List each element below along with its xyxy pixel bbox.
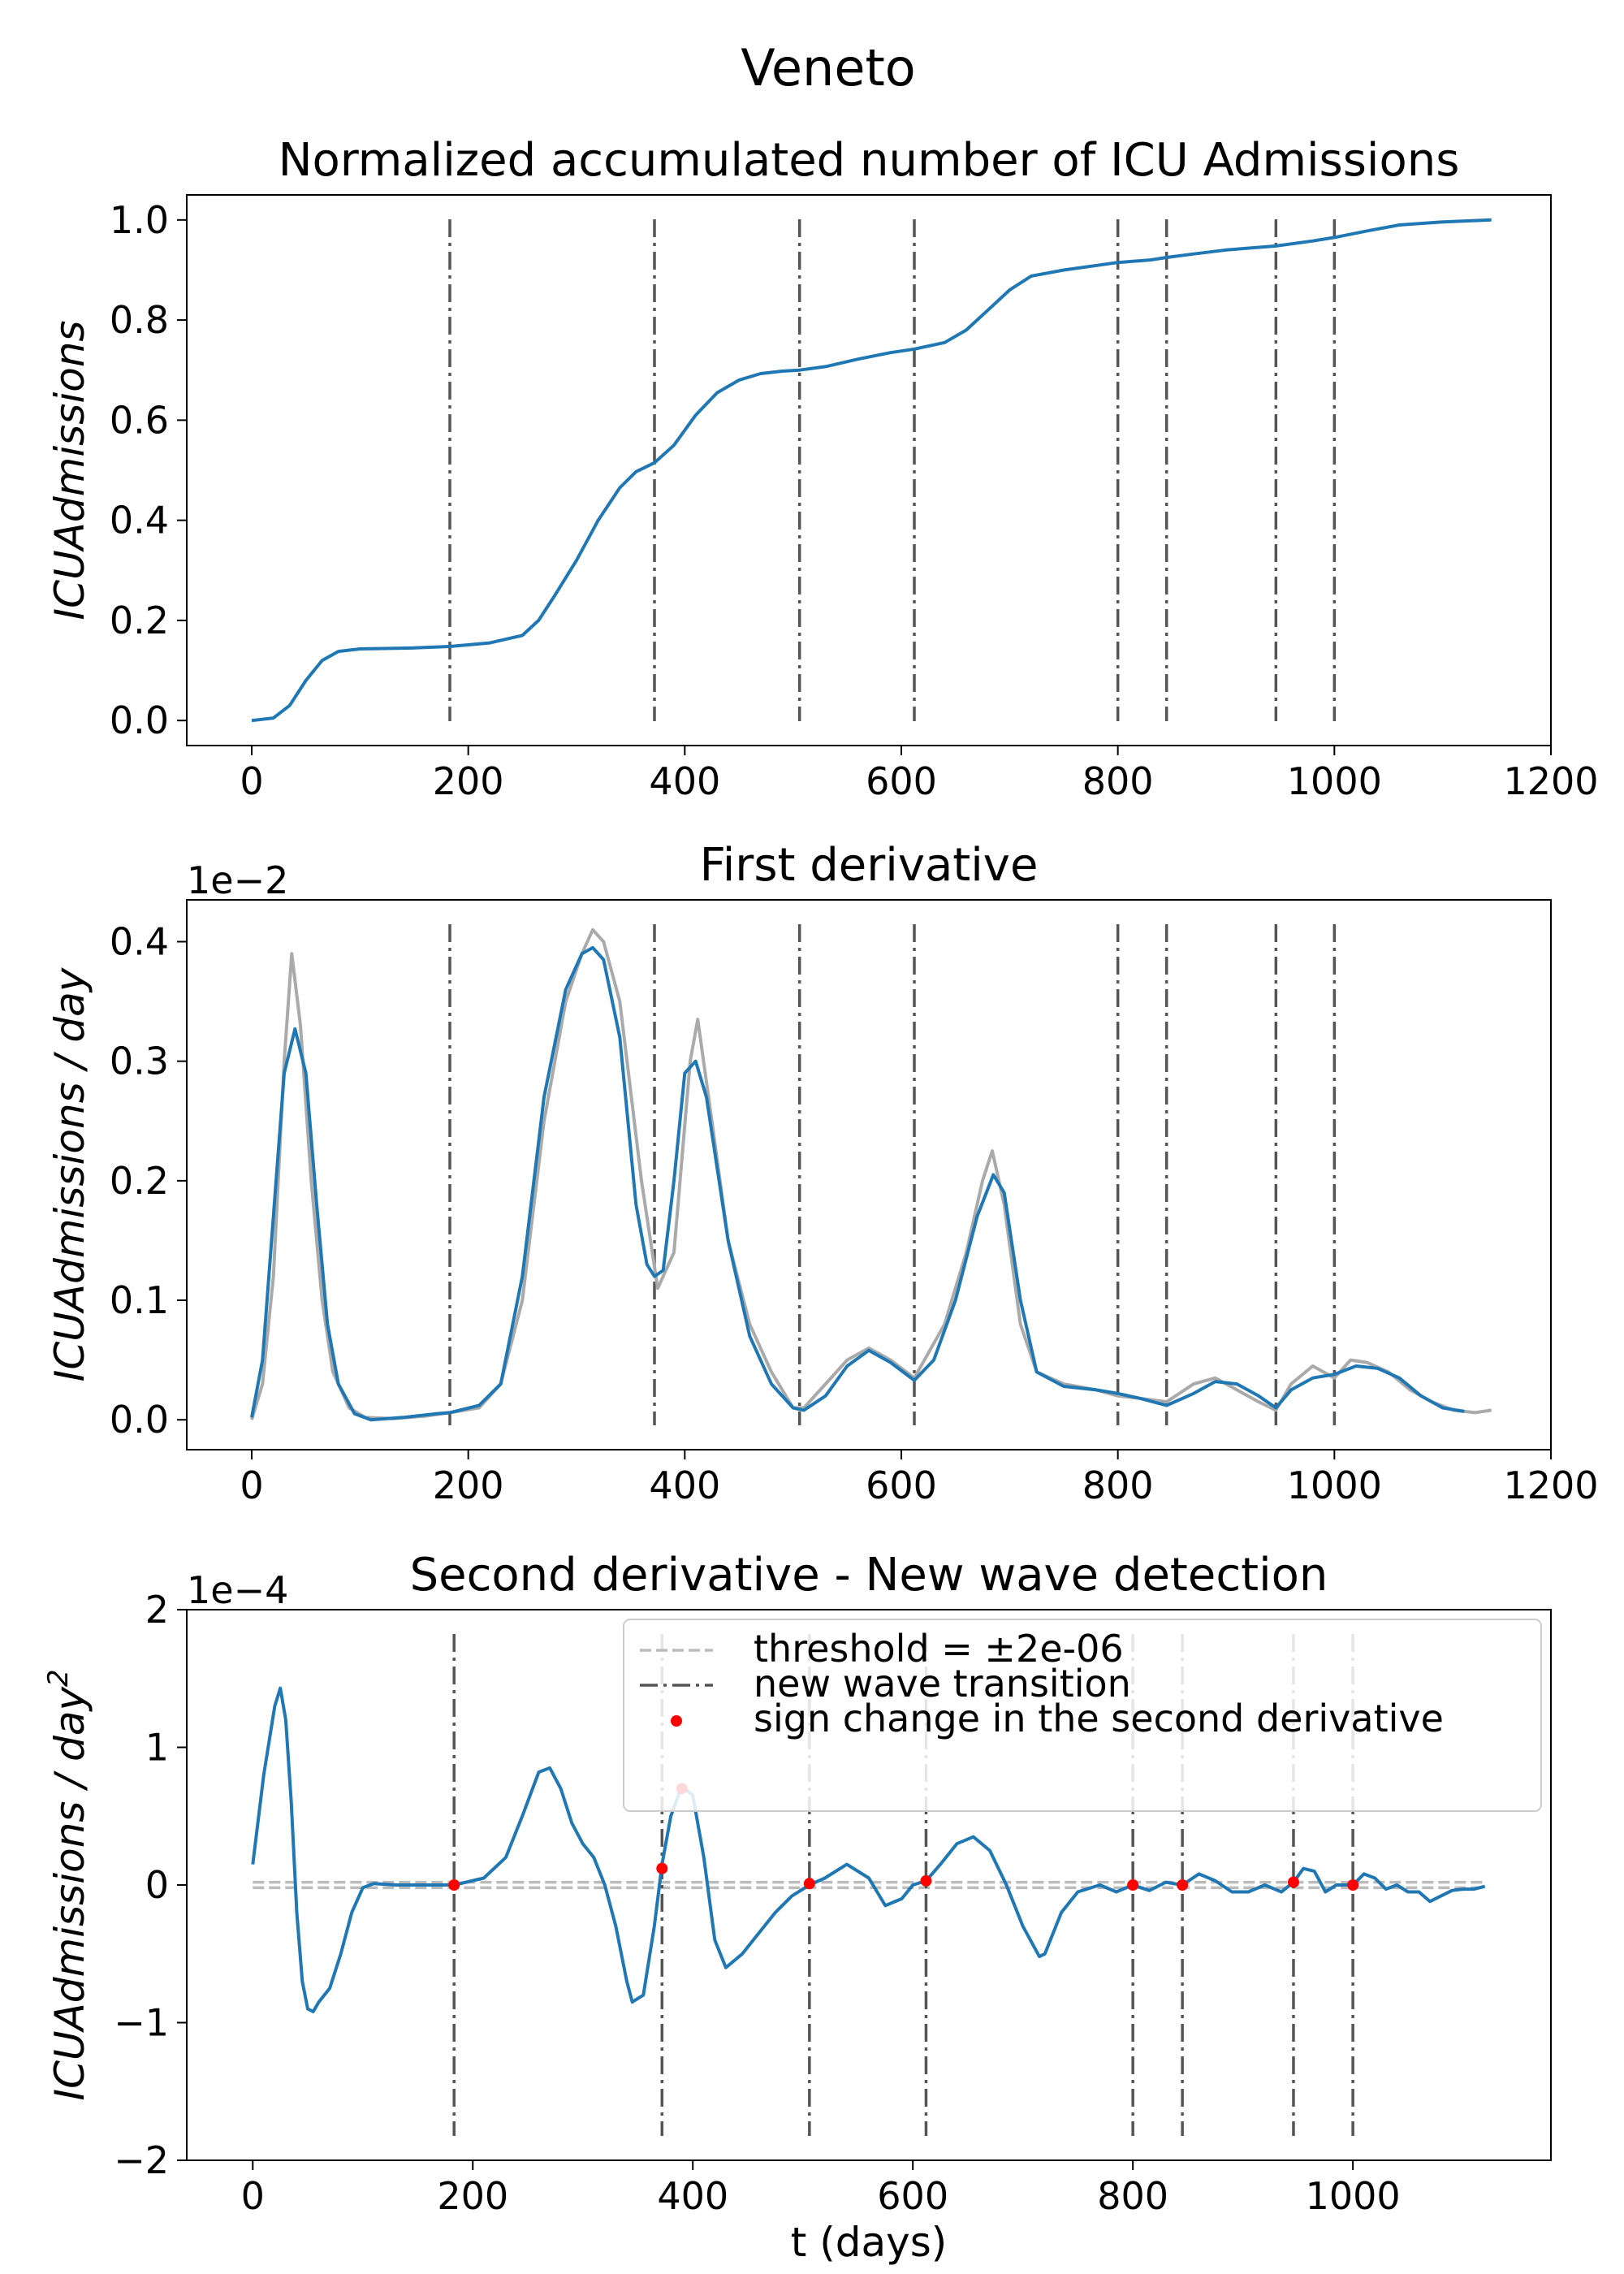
axes-frame [186,194,1552,746]
x-tick-label: 800 [1097,2174,1168,2218]
y-tick-label: 2 [145,1588,169,1632]
y-tick-label: 0.3 [110,1040,169,1083]
figure-suptitle: Veneto [741,38,915,97]
sign-change-point [1347,1879,1359,1891]
sign-change-point [1287,1876,1299,1888]
x-tick-label: 800 [1082,759,1154,803]
x-tick-label: 400 [649,759,720,803]
y-tick-label: 0.2 [110,1159,169,1203]
x-tick-label: 0 [240,759,263,803]
y-tick-label: 0 [145,1863,169,1907]
y-tick-label: 0.8 [110,298,169,342]
y-tick-label: 0.2 [110,599,169,642]
x-tick-label: 600 [866,759,937,803]
legend-entry: new wave transition [754,1662,1131,1706]
x-tick-label: 600 [877,2174,948,2218]
series-line [250,927,1492,1420]
x-tick-label: 1000 [1287,759,1382,803]
y-axis-label: ICUAdmissions / day2 [42,1669,93,2100]
x-tick-label: 200 [433,1463,504,1507]
legend-sign-change-swatch [671,1715,682,1727]
sign-change-point [656,1862,668,1874]
y-axis-label-superscript: 2 [42,1669,75,1687]
sign-change-point [803,1878,815,1890]
x-tick-label: 1200 [1503,1463,1598,1507]
y-tick-label: 0.0 [110,698,169,742]
y-tick-label: 0.4 [110,499,169,543]
x-axis-label: t (days) [791,2219,948,2266]
x-tick-label: 800 [1082,1463,1154,1507]
panel-first-derivative: 0 200 400 600 800 1000 1200 0.0 0.1 0.2 0.3 0.4 Firs… [46,839,1599,1507]
panel-cumulative: 0 200 400 600 800 1000 1200 0.0 0.2 0.4 0.6 0.8 1.0 N… [46,134,1599,803]
series-line [250,945,1465,1422]
subplot-title: Second derivative - New wave detection [410,1549,1328,1602]
y-tick-label: 1 [145,1726,169,1770]
legend-entry: sign change in the second derivative [754,1697,1444,1740]
x-tick-label: 400 [657,2174,728,2218]
x-tick-label: 1200 [1503,759,1598,803]
sign-change-point [1127,1879,1139,1891]
sign-change-point [920,1874,932,1887]
axes-frame [186,899,1552,1450]
x-tick-label: 200 [433,759,504,803]
y-tick-label: 0.1 [110,1278,169,1322]
x-tick-label: 1000 [1306,2174,1401,2218]
y-tick-label: −1 [114,2001,169,2045]
y-tick-label: 0.4 [110,920,169,964]
y-axis-label: ICUAdmissions / day [46,966,93,1381]
y-tick-label: 1.0 [110,198,169,242]
x-tick-label: 400 [649,1463,720,1507]
x-tick-label: 200 [437,2174,508,2218]
sign-change-point [1177,1879,1189,1891]
y-tick-label: −2 [114,2138,169,2182]
x-tick-label: 1000 [1287,1463,1382,1507]
y-tick-label: 0.6 [110,398,169,442]
panel-second-derivative: 0 200 400 600 800 1000 −2 −1 0 1 2 Second derivativ… [42,1549,1552,2266]
axis-offset-text: 1e−2 [187,858,288,902]
series-line [251,218,1492,723]
y-tick-label: 0.0 [110,1398,169,1442]
x-tick-label: 600 [866,1463,937,1507]
legend-entry: threshold = ±2e-06 [754,1627,1124,1671]
axis-offset-text: 1e−4 [187,1568,288,1612]
subplot-title: First derivative [700,839,1039,892]
legend-box [623,1619,1542,1812]
y-axis-label: ICUAdmissions [46,320,93,620]
series-line [251,1686,1486,2013]
subplot-title: Normalized accumulated number of ICU Adm… [279,134,1460,187]
x-tick-label: 0 [241,2174,265,2218]
x-tick-label: 0 [240,1463,263,1507]
sign-change-point [448,1879,460,1891]
